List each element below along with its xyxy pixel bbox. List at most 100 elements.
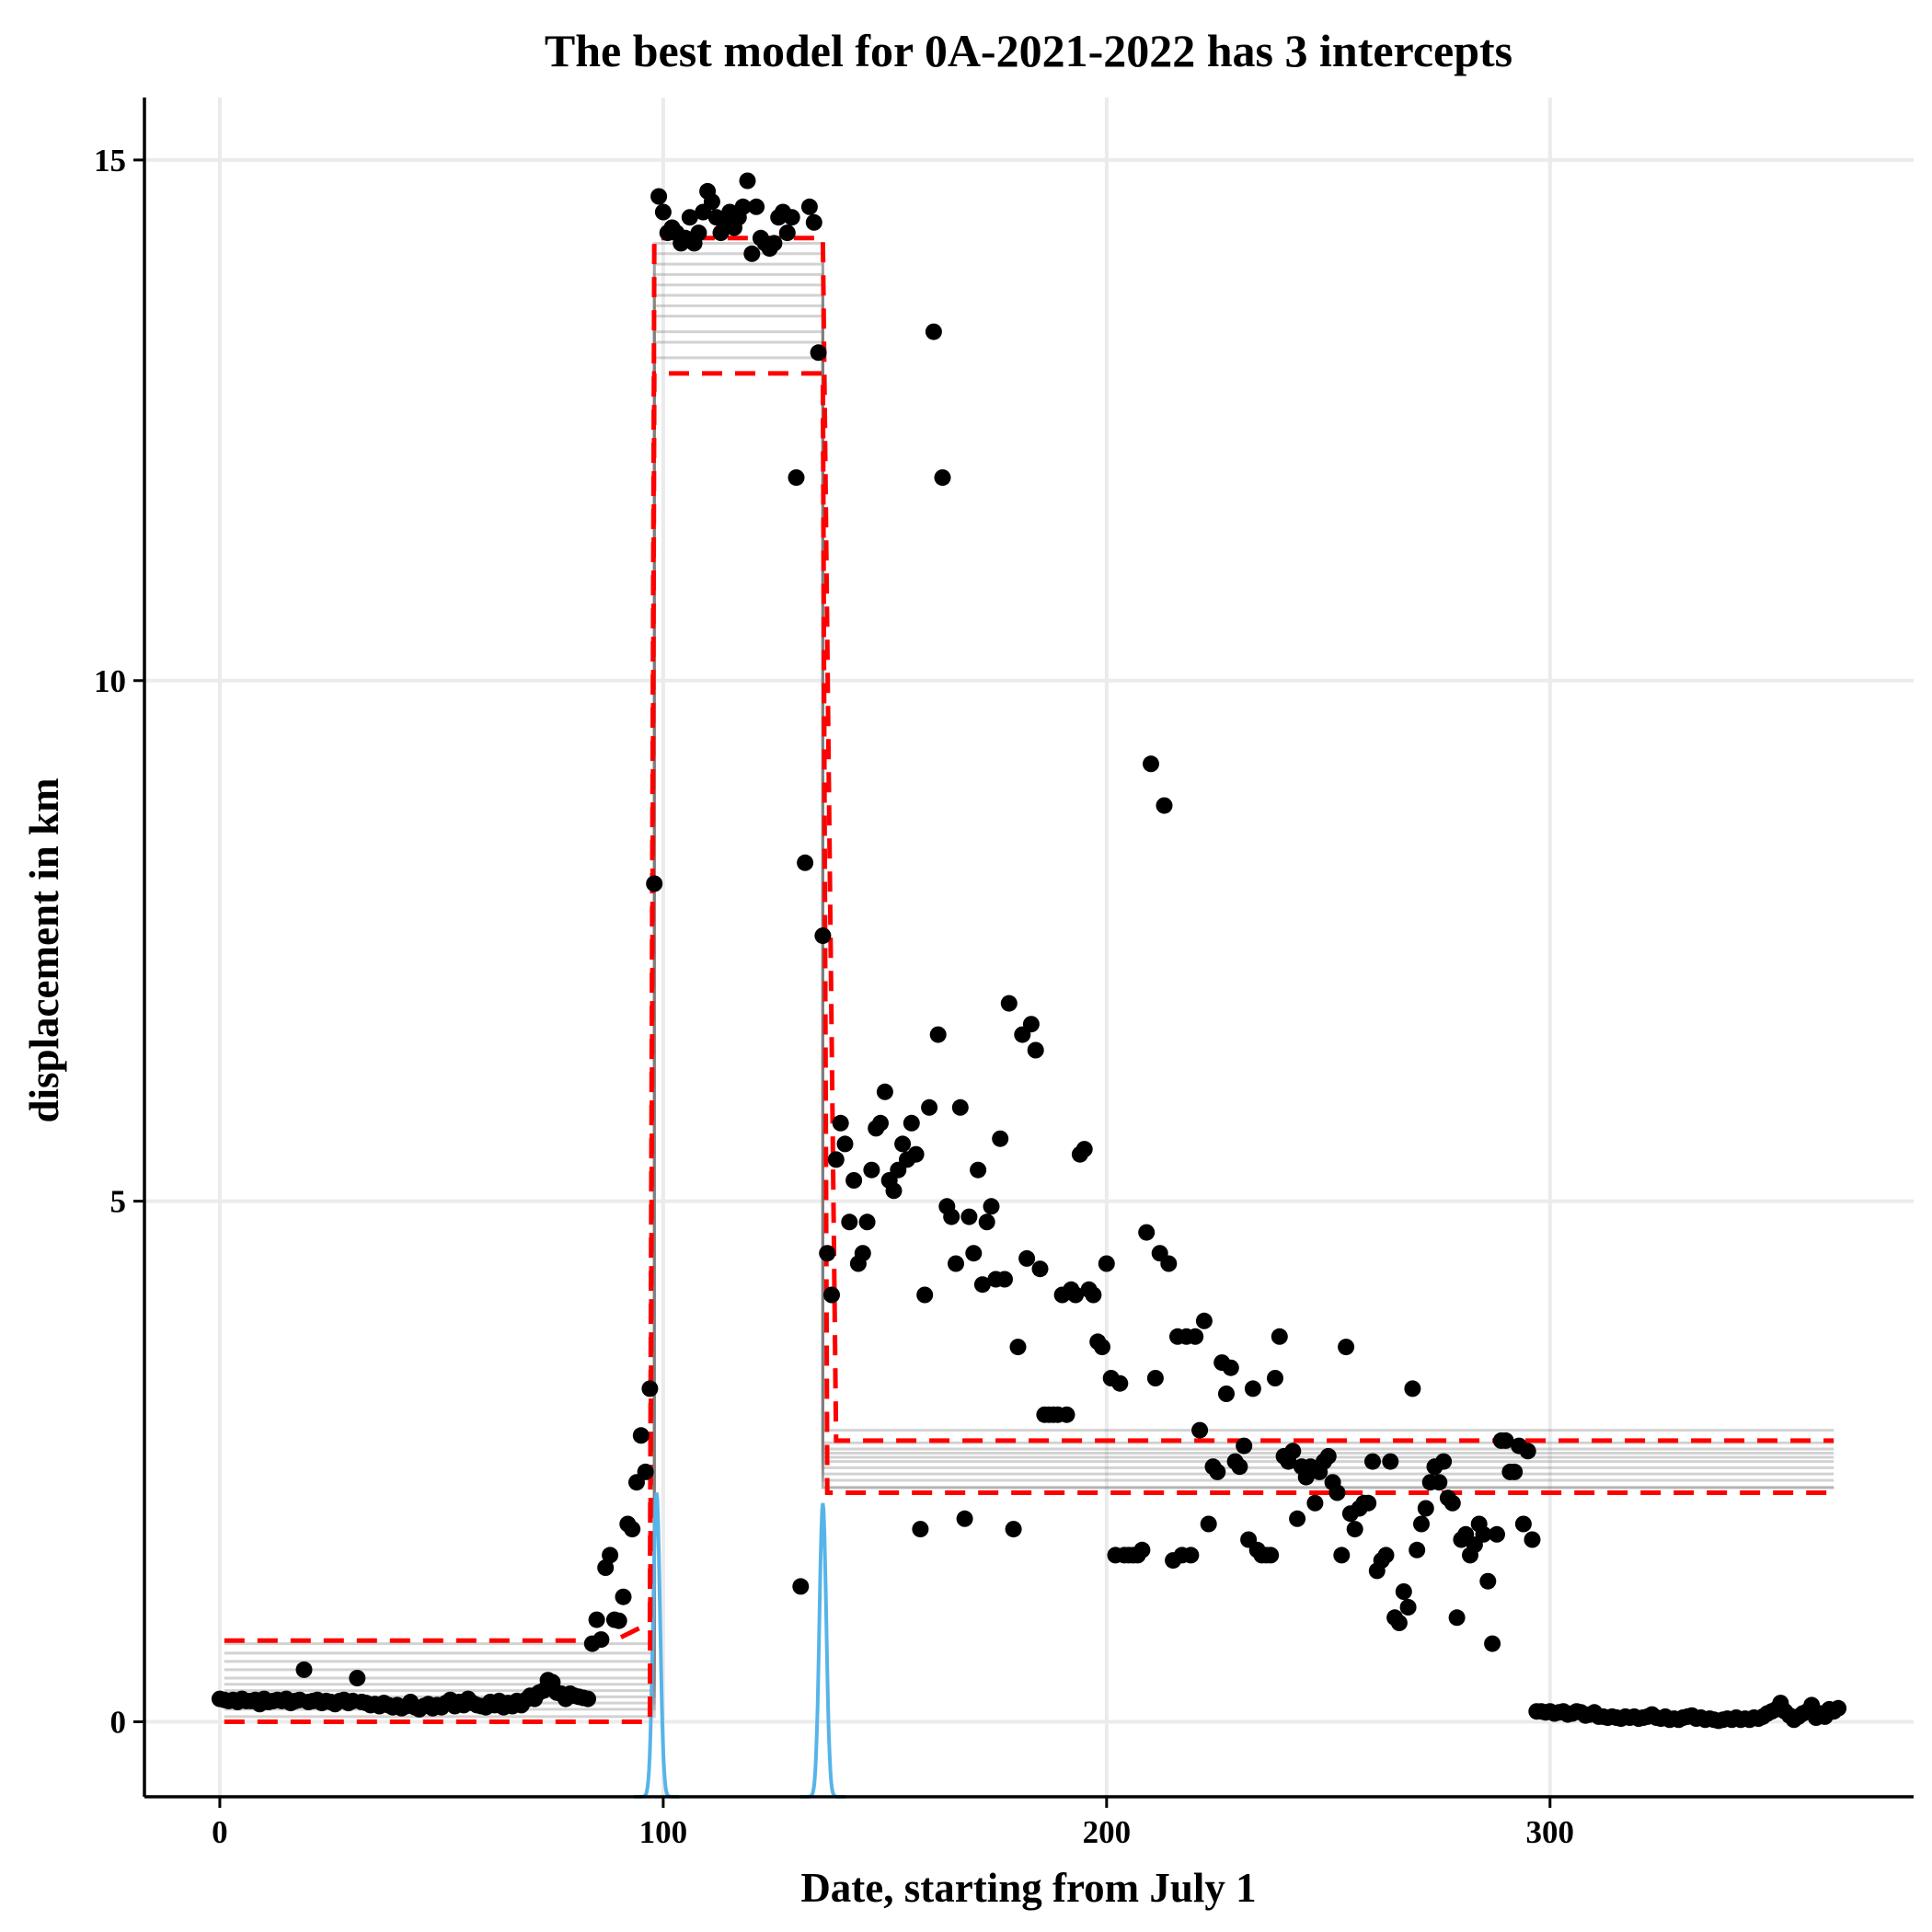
data-point xyxy=(845,1172,863,1189)
data-point xyxy=(797,854,814,871)
posterior-draw-line xyxy=(224,304,1834,1693)
data-point xyxy=(1399,1599,1417,1616)
data-point xyxy=(1133,1541,1151,1558)
data-point xyxy=(907,1145,925,1163)
data-point xyxy=(1058,1406,1075,1423)
data-point xyxy=(1364,1453,1381,1470)
data-point xyxy=(996,1271,1013,1288)
data-point xyxy=(925,323,942,340)
data-point xyxy=(1187,1328,1204,1345)
data-point xyxy=(1395,1583,1412,1600)
data-point xyxy=(885,1182,903,1200)
data-point xyxy=(654,203,672,221)
data-point xyxy=(1289,1510,1306,1527)
data-point xyxy=(748,198,765,215)
data-point xyxy=(624,1521,641,1538)
data-point xyxy=(1067,1286,1085,1304)
data-point xyxy=(1009,1339,1027,1356)
data-point xyxy=(921,1098,938,1116)
data-point xyxy=(916,1286,934,1304)
data-point xyxy=(1156,797,1173,814)
data-point xyxy=(1284,1443,1302,1460)
x-tick-label: 200 xyxy=(1083,1814,1132,1850)
data-point xyxy=(778,224,796,242)
data-point xyxy=(580,1690,596,1708)
data-point xyxy=(973,1276,991,1294)
data-point xyxy=(597,1559,615,1576)
data-point xyxy=(646,875,663,892)
data-point xyxy=(823,1286,840,1304)
data-point xyxy=(1000,995,1018,1012)
data-point xyxy=(592,1631,610,1649)
data-point xyxy=(1262,1547,1280,1564)
posterior-draw-line xyxy=(224,283,1834,1680)
data-point xyxy=(650,188,668,205)
tick-labels: 0 100 200 300 0 5 10 15 xyxy=(94,143,1574,1850)
data-point xyxy=(814,927,832,945)
data-point xyxy=(810,344,827,362)
data-points xyxy=(211,172,1847,1730)
x-tick-label: 0 xyxy=(212,1814,228,1850)
data-point xyxy=(1200,1515,1217,1533)
data-point xyxy=(1830,1699,1847,1717)
data-point xyxy=(858,1213,876,1231)
data-point xyxy=(1231,1458,1248,1476)
posterior-draw-line xyxy=(224,272,1834,1672)
grid-lines xyxy=(144,98,1914,1797)
data-point xyxy=(836,1135,854,1153)
y-tick-label: 10 xyxy=(94,663,126,699)
data-point xyxy=(948,1255,964,1272)
posterior-draw-line xyxy=(224,262,1834,1663)
data-point xyxy=(1435,1453,1453,1470)
data-point xyxy=(1475,1525,1492,1543)
data-point xyxy=(1236,1437,1253,1455)
data-point xyxy=(1360,1494,1377,1512)
data-point xyxy=(1146,1370,1164,1386)
data-point xyxy=(690,224,707,242)
data-point xyxy=(1027,1041,1044,1059)
data-point xyxy=(1209,1463,1226,1480)
credible-interval xyxy=(224,236,1834,1724)
posterior-draw-line xyxy=(224,356,1834,1719)
data-point xyxy=(1346,1521,1363,1538)
data-point xyxy=(960,1208,978,1225)
y-tick-label: 0 xyxy=(110,1705,127,1741)
y-tick-label: 15 xyxy=(94,143,126,178)
data-point xyxy=(1514,1515,1532,1533)
data-point xyxy=(1267,1370,1283,1386)
posterior-draws xyxy=(224,241,1834,1719)
y-tick-label: 5 xyxy=(110,1184,127,1220)
data-point xyxy=(956,1510,973,1527)
posterior-draw-line xyxy=(224,293,1834,1686)
data-point xyxy=(349,1670,366,1686)
data-point xyxy=(295,1661,313,1678)
data-point xyxy=(1404,1380,1421,1397)
data-point xyxy=(1111,1374,1129,1392)
data-point xyxy=(1022,1016,1040,1033)
data-point xyxy=(743,245,761,262)
data-point xyxy=(1524,1531,1541,1548)
data-point xyxy=(800,198,818,215)
data-point xyxy=(819,1245,836,1262)
data-point xyxy=(978,1213,995,1231)
data-point xyxy=(1143,755,1159,773)
data-point xyxy=(765,235,783,252)
data-point xyxy=(739,172,756,190)
data-point xyxy=(1489,1525,1505,1543)
data-point xyxy=(1160,1255,1178,1272)
data-point xyxy=(1005,1521,1022,1538)
data-point xyxy=(951,1098,969,1116)
data-point xyxy=(1191,1421,1209,1439)
posterior-draw-line xyxy=(224,340,1834,1711)
data-point xyxy=(602,1547,619,1564)
data-point xyxy=(615,1588,632,1605)
data-point xyxy=(783,209,800,226)
data-point xyxy=(983,1198,1000,1215)
data-point xyxy=(1138,1224,1156,1241)
data-point xyxy=(1182,1547,1200,1564)
data-point xyxy=(1443,1494,1461,1512)
data-point xyxy=(854,1245,871,1262)
data-point xyxy=(1338,1339,1355,1356)
data-point xyxy=(703,193,720,211)
data-point xyxy=(827,1151,845,1168)
